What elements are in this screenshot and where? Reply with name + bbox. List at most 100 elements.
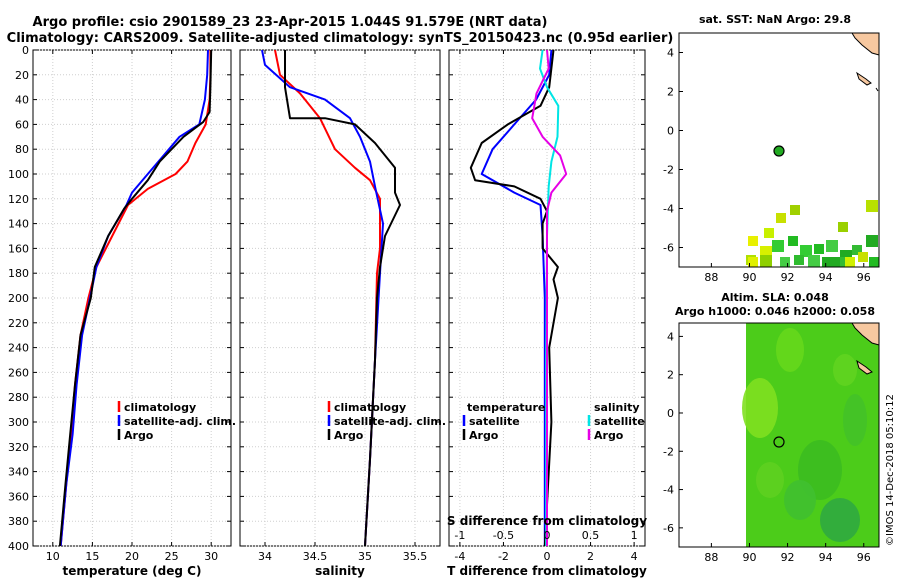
depth-tick-label: 360 xyxy=(8,490,29,503)
tdiff-xlabel: T difference from climatology xyxy=(447,564,647,578)
map-y-tick-label: -4 xyxy=(663,484,674,497)
x-tick-label: -2 xyxy=(498,550,509,563)
sla-map-island xyxy=(856,359,873,375)
map-x-tick-label: 94 xyxy=(819,551,833,564)
series-line-argo xyxy=(284,50,401,546)
sst-cell xyxy=(836,257,846,267)
temperature-lines xyxy=(58,50,213,546)
sst-cell xyxy=(814,244,824,254)
sdiff-tick-label: -1 xyxy=(454,529,465,542)
x-tick-label: 2 xyxy=(587,550,594,563)
salinity-x-ticks: 34 34.5 35 35.5 xyxy=(258,550,427,563)
legend-label-s-argo: Argo xyxy=(594,429,624,442)
map-x-tick-label: 90 xyxy=(742,271,756,284)
difference-legend: temperature satellite Argo salinity sate… xyxy=(462,401,645,442)
sst-cell xyxy=(822,257,832,267)
sla-field-patch xyxy=(784,480,816,520)
legend-label-s-satellite: satellite xyxy=(594,415,645,428)
map-x-tick-label: 88 xyxy=(704,271,718,284)
depth-tick-label: 320 xyxy=(8,441,29,454)
sst-cell xyxy=(788,236,798,246)
sla-map-ticks: 88 90 92 94 96 4 2 0 -2 -4 -6 xyxy=(663,330,871,564)
sla-map-frame xyxy=(678,322,880,548)
sdiff-tick-label: -0.5 xyxy=(493,529,514,542)
sst-cell xyxy=(866,200,878,212)
legend-title-salinity: salinity xyxy=(594,401,640,414)
sst-cell xyxy=(830,257,840,267)
depth-tick-label: 200 xyxy=(8,292,29,305)
depth-tick-label: 100 xyxy=(8,168,29,181)
depth-tick-label: 0 xyxy=(22,44,29,57)
sla-field-patch xyxy=(843,394,867,446)
sst-cell xyxy=(869,257,879,267)
map-x-tick-label: 88 xyxy=(704,551,718,564)
sst-map-title: sat. SST: NaN Argo: 29.8 xyxy=(699,13,851,26)
sdiff-tick-label: 0.5 xyxy=(582,529,600,542)
x-tick-label: 20 xyxy=(125,550,139,563)
depth-tick-label: 300 xyxy=(8,416,29,429)
sst-cell xyxy=(790,205,800,215)
sst-map-islet xyxy=(875,87,879,92)
sst-map-island xyxy=(856,71,872,86)
legend-label-t-satellite: satellite xyxy=(469,415,520,428)
salinity-lines xyxy=(261,50,401,546)
map-y-tick-label: -2 xyxy=(663,445,674,458)
sdiff-tick-label: 0 xyxy=(544,529,551,542)
depth-tick-label: 180 xyxy=(8,267,29,280)
tdiff-x-ticks: -4 -2 0 2 4 xyxy=(454,550,637,563)
salinity-xlabel: salinity xyxy=(315,564,365,578)
map-y-tick-label: -4 xyxy=(663,203,674,216)
x-tick-label: 4 xyxy=(631,550,638,563)
sst-cell xyxy=(845,257,855,267)
sst-cell xyxy=(748,257,758,267)
map-x-tick-label: 96 xyxy=(857,271,871,284)
sst-cell xyxy=(866,235,878,247)
x-tick-label: 34 xyxy=(258,550,272,563)
sla-map-field xyxy=(742,323,879,547)
salinity-grid xyxy=(240,49,440,547)
sst-cell xyxy=(838,222,848,232)
map-y-tick-label: 0 xyxy=(667,125,674,138)
legend-label-satellite: satellite-adj. clim. xyxy=(334,415,446,428)
sdiff-x-ticks: -1 -0.5 0 0.5 1 xyxy=(454,529,637,542)
depth-tick-label: 60 xyxy=(15,118,29,131)
sst-cell xyxy=(764,228,774,238)
depth-tick-label: 120 xyxy=(8,193,29,206)
x-tick-label: 0 xyxy=(544,550,551,563)
sst-map-frame xyxy=(678,32,880,268)
series-line-salinity-argo xyxy=(531,50,568,546)
x-tick-label: 34.5 xyxy=(303,550,328,563)
sst-cell xyxy=(800,245,812,257)
depth-tick-label: 140 xyxy=(8,218,29,231)
sst-cell xyxy=(772,240,784,252)
map-y-tick-label: 4 xyxy=(667,330,674,343)
map-y-tick-label: -2 xyxy=(663,164,674,177)
legend-label-t-argo: Argo xyxy=(469,429,499,442)
depth-tick-label: 260 xyxy=(8,366,29,379)
sst-cell xyxy=(808,255,820,267)
footer-credit: ©IMOS 14-Dec-2018 05:10:12 xyxy=(885,394,896,546)
series-line-argo xyxy=(58,50,213,546)
map-x-tick-label: 96 xyxy=(857,551,871,564)
salinity-legend: climatology satellite-adj. clim. Argo xyxy=(327,401,446,442)
sla-field-patch xyxy=(820,498,860,542)
sst-map-argo-marker xyxy=(773,145,785,157)
sst-cell xyxy=(780,257,790,267)
legend-label-climatology: climatology xyxy=(124,401,196,414)
depth-tick-label: 220 xyxy=(8,317,29,330)
x-tick-label: 35 xyxy=(358,550,372,563)
map-y-tick-label: 2 xyxy=(667,369,674,382)
depth-tick-label: 380 xyxy=(8,515,29,528)
temperature-xlabel: temperature (deg C) xyxy=(63,564,202,578)
depth-tick-label: 340 xyxy=(8,466,29,479)
depth-axis: 0 20 40 60 80 100 120 140 160 180 200 220 240 260 280 3… xyxy=(8,44,29,553)
x-tick-label: 10 xyxy=(46,550,60,563)
map-x-tick-label: 92 xyxy=(781,551,795,564)
difference-lines xyxy=(469,50,568,546)
legend-label-argo: Argo xyxy=(334,429,364,442)
legend-label-climatology: climatology xyxy=(334,401,406,414)
x-tick-label: -4 xyxy=(454,550,465,563)
depth-tick-label: 240 xyxy=(8,342,29,355)
x-tick-label: 25 xyxy=(165,550,179,563)
